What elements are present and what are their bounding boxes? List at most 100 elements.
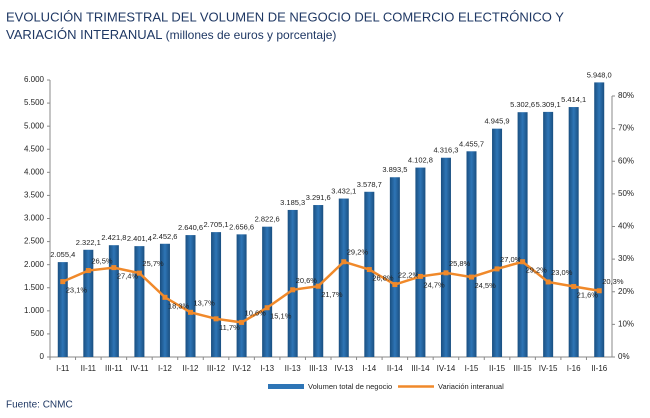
legend-label: Volumen total de negocio (308, 382, 392, 391)
y-tick-label: 6.000 (24, 75, 45, 84)
bar (594, 82, 605, 357)
bar-value-label: 5.948,0 (587, 70, 612, 79)
y-tick-label: 3.000 (24, 214, 45, 223)
line-value-label: 25,7% (142, 259, 164, 268)
x-tick-label: IV-12 (232, 364, 251, 373)
chart-title: EVOLUCIÓN TRIMESTRAL DEL VOLUMEN DE NEGO… (6, 9, 564, 24)
bar (57, 262, 68, 357)
line-marker (60, 279, 66, 285)
y2-tick-label: 10% (618, 319, 634, 328)
line-marker (264, 305, 270, 311)
line-value-label: 24,7% (423, 280, 445, 289)
line-value-label: 24,5% (475, 281, 497, 290)
y2-tick-label: 0% (618, 352, 630, 361)
line-marker (494, 266, 500, 272)
source: Fuente: CNMC (6, 400, 73, 411)
line-marker (366, 267, 372, 273)
x-tick-label: IV-15 (539, 364, 558, 373)
bar-value-label: 2.055,4 (50, 250, 75, 259)
y-tick-label: 2.500 (24, 237, 45, 246)
y2-tick-label: 40% (618, 222, 634, 231)
y2-tick-label: 80% (618, 91, 634, 100)
y-tick-label: 500 (31, 329, 45, 338)
bar (543, 111, 554, 358)
bar-value-label: 2.421,8 (101, 233, 126, 242)
bar (568, 107, 579, 358)
line-value-label: 27,0% (500, 255, 522, 264)
line-value-label: 29,2% (526, 266, 548, 275)
bar-value-label: 2.322,1 (76, 238, 101, 247)
x-tick-label: III-15 (513, 364, 532, 373)
y-tick-label: 0 (40, 352, 45, 361)
y2-tick-label: 70% (618, 124, 634, 133)
bar-value-label: 3.291,6 (306, 193, 331, 202)
x-tick-label: I-11 (56, 364, 70, 373)
bar-value-label: 3.185,3 (280, 198, 305, 207)
x-tick-label: I-14 (362, 364, 376, 373)
line-value-label: 18,3% (168, 301, 190, 310)
line-marker (162, 294, 168, 300)
line-marker (596, 288, 602, 294)
bar (211, 232, 222, 357)
x-tick-label: I-12 (158, 364, 172, 373)
line-value-label: 27,4% (117, 272, 139, 281)
line-marker (443, 270, 449, 276)
line-marker (136, 270, 142, 276)
bar-value-label: 2.705,1 (204, 220, 229, 229)
x-tick-label: I-16 (567, 364, 581, 373)
line-value-label: 20,6% (296, 276, 318, 285)
bar (338, 198, 349, 357)
line-value-label: 21,6% (577, 291, 599, 300)
line-marker (111, 265, 117, 271)
line-value-label: 10,6% (245, 308, 267, 317)
x-tick-label: II-16 (591, 364, 608, 373)
bar (262, 226, 273, 357)
chart-subtitle: (millones de euros y porcentaje) (166, 28, 337, 42)
line-marker (545, 279, 551, 285)
bar (517, 112, 528, 358)
line-value-label: 29,2% (347, 248, 369, 257)
legend-swatch (268, 384, 304, 389)
line-marker (239, 319, 245, 325)
line-marker (341, 259, 347, 265)
bar-value-label: 5.414,1 (561, 95, 586, 104)
line-value-label: 20,3% (602, 277, 624, 286)
y-tick-label: 2.000 (24, 260, 45, 269)
bar (492, 128, 503, 357)
y-tick-label: 5.500 (24, 98, 45, 107)
y-tick-label: 1.000 (24, 306, 45, 315)
bar-value-label: 5.309,1 (536, 100, 561, 109)
bar (440, 157, 451, 357)
x-tick-label: II-13 (285, 364, 302, 373)
bar (313, 205, 324, 357)
line-value-label: 23,0% (551, 268, 573, 277)
y-tick-label: 4.000 (24, 167, 45, 176)
line-value-label: 11,7% (219, 323, 240, 332)
line-value-label: 15,1% (270, 312, 292, 321)
x-tick-label: II-14 (387, 364, 404, 373)
line-marker (213, 316, 219, 322)
line-marker (188, 309, 193, 315)
bar (466, 151, 477, 357)
bar (389, 177, 400, 357)
y2-tick-label: 50% (618, 189, 634, 198)
bar-value-label: 4.102,8 (408, 156, 433, 165)
bar (236, 234, 247, 357)
line-marker (315, 283, 321, 289)
bar (83, 249, 94, 357)
line-marker (290, 287, 296, 293)
x-tick-label: I-15 (465, 364, 479, 373)
bar-value-label: 4.316,3 (433, 146, 458, 155)
line-value-label: 22,2% (398, 271, 420, 280)
line-value-label: 26,5% (91, 257, 113, 266)
x-tick-label: III-14 (411, 364, 430, 373)
bar (415, 167, 426, 357)
y-tick-label: 1.500 (24, 283, 45, 292)
bar (134, 246, 145, 357)
bar-value-label: 2.822,6 (255, 215, 280, 224)
line-value-label: 25,8% (449, 259, 471, 268)
x-tick-label: III-11 (105, 364, 123, 373)
line-marker (85, 268, 91, 274)
bar-value-label: 3.893,5 (382, 165, 407, 174)
